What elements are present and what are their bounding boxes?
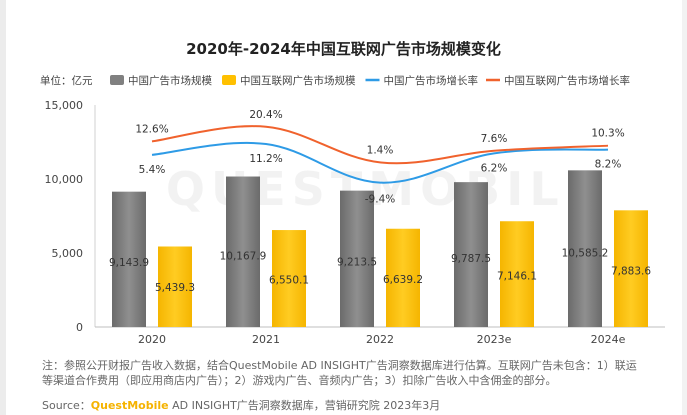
- source-brand: QuestMobile: [90, 399, 169, 412]
- bar-label-s1-2021: 10,167.9: [220, 250, 267, 262]
- unit-label: 单位：亿元: [40, 74, 93, 87]
- bar-s1-2020: [112, 191, 146, 327]
- bar-label-s1-2024e: 10,585.2: [562, 248, 609, 260]
- y-tick-label-3: 15,000: [45, 99, 84, 112]
- left-frame-edge: [0, 0, 6, 415]
- footnote-line-1: 注：参照公开财报广告收入数据，结合QuestMobile AD INSIGHT广…: [42, 359, 637, 372]
- bar-s1-2021: [226, 176, 260, 327]
- legend-1-label: 中国广告市场规模: [128, 74, 212, 87]
- source-line: Source：QuestMobile AD INSIGHT广告洞察数据库，营销研…: [42, 397, 440, 413]
- bar-s2-2024e: [614, 210, 648, 327]
- chart-title: 2020年-2024年中国互联网广告市场规模变化: [186, 40, 501, 58]
- y-tick-label-2: 10,000: [45, 173, 84, 186]
- y-tick-label-1: 5,000: [52, 247, 84, 260]
- x-tick-label-2021: 2021: [252, 333, 280, 346]
- bar-s1-2023e: [454, 182, 488, 327]
- line-label-s1-2020: 5.4%: [139, 164, 166, 176]
- x-tick-label-2023e: 2023e: [477, 333, 512, 346]
- legend-2-swatch: [222, 75, 236, 85]
- line-label-s2-2020: 12.6%: [135, 123, 168, 135]
- bar-label-s2-2023e: 7,146.1: [497, 270, 537, 282]
- line-label-s1-2024e: 8.2%: [595, 159, 622, 171]
- legend-3-label: 中国广告市场增长率: [384, 74, 479, 87]
- bar-label-s2-2021: 6,550.1: [269, 274, 309, 286]
- legend-2-label: 中国互联网广告市场规模: [240, 74, 356, 87]
- source-prefix: Source：: [42, 399, 91, 412]
- footnote-line-2: 等渠道合作费用（即应用商店内广告）；2）游戏内广告、音频内广告；3）扣除广告收入…: [42, 374, 557, 387]
- line-label-s1-2021: 11.2%: [249, 153, 282, 165]
- bar-s2-2023e: [500, 221, 534, 327]
- line-label-s1-2023e: 6.2%: [481, 162, 508, 174]
- bar-label-s2-2020: 5,439.3: [155, 282, 195, 294]
- line-label-s2-2024e: 10.3%: [591, 128, 624, 140]
- bar-s1-2022: [340, 190, 374, 327]
- bar-label-s1-2023e: 9,787.5: [451, 253, 491, 265]
- right-frame-edge: [682, 0, 687, 415]
- bar-s2-2022: [386, 228, 420, 327]
- bar-label-s1-2022: 9,213.5: [337, 257, 377, 269]
- line-label-s2-2023e: 7.6%: [481, 133, 508, 145]
- bar-label-s2-2024e: 7,883.6: [611, 265, 651, 277]
- line-label-s1-2022: -9.4%: [365, 194, 395, 206]
- legend-4-label: 中国互联网广告市场增长率: [504, 74, 630, 87]
- line-label-s2-2021: 20.4%: [249, 109, 282, 121]
- bar-label-s2-2022: 6,639.2: [383, 274, 423, 286]
- bar-s2-2020: [158, 246, 192, 327]
- line-label-s2-2022: 1.4%: [367, 144, 394, 156]
- source-text: AD INSIGHT广告洞察数据库，营销研究院 2023年3月: [168, 399, 441, 412]
- x-tick-label-2022: 2022: [366, 333, 394, 346]
- bar-s2-2021: [272, 230, 306, 327]
- x-tick-label-2024e: 2024e: [591, 333, 626, 346]
- bar-s1-2024e: [568, 170, 602, 327]
- bar-label-s1-2020: 9,143.9: [109, 257, 149, 269]
- x-tick-label-2020: 2020: [138, 333, 166, 346]
- legend-1-swatch: [110, 75, 124, 85]
- line-series-2: [151, 125, 609, 165]
- y-tick-label-0: 0: [76, 321, 83, 334]
- line-series-1: [151, 141, 609, 184]
